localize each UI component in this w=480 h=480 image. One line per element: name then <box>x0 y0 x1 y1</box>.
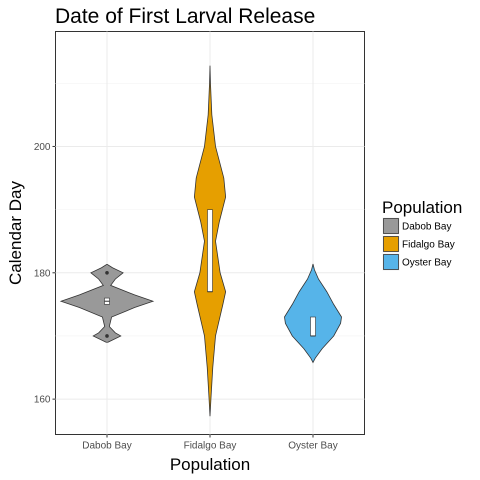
legend-title: Population <box>382 198 462 217</box>
legend-label-1: Fidalgo Bay <box>402 240 455 251</box>
violins <box>59 65 342 417</box>
y-tick-label-200: 200 <box>34 142 51 153</box>
box-2 <box>310 316 316 337</box>
y-axis-title: Calendar Day <box>6 181 25 285</box>
y-axis-ticks: 160 180 200 <box>34 142 56 406</box>
x-tick-label-0: Dabob Bay <box>82 441 131 452</box>
legend-label-2: Oyster Bay <box>402 258 451 269</box>
legend-swatch-1 <box>383 236 399 252</box>
x-axis-ticks: Dabob Bay Fidalgo Bay Oyster Bay <box>82 434 338 452</box>
y-tick-label-180: 180 <box>34 268 51 279</box>
x-tick-label-1: Fidalgo Bay <box>184 441 237 452</box>
legend: Population Dabob Bay Fidalgo Bay Oyster Ba… <box>382 198 462 271</box>
chart-title: Date of First Larval Release <box>55 5 315 28</box>
violin-2 <box>284 263 342 364</box>
x-tick-label-2: Oyster Bay <box>288 441 337 452</box>
legend-swatch-0 <box>383 218 399 234</box>
outlier-0-1 <box>105 270 109 275</box>
box-1 <box>207 209 213 293</box>
y-tick-label-160: 160 <box>34 395 51 406</box>
legend-swatch-2 <box>383 254 399 270</box>
legend-label-0: Dabob Bay <box>402 222 451 233</box>
x-axis-title: Population <box>170 455 250 474</box>
outlier-0-0 <box>105 334 109 338</box>
